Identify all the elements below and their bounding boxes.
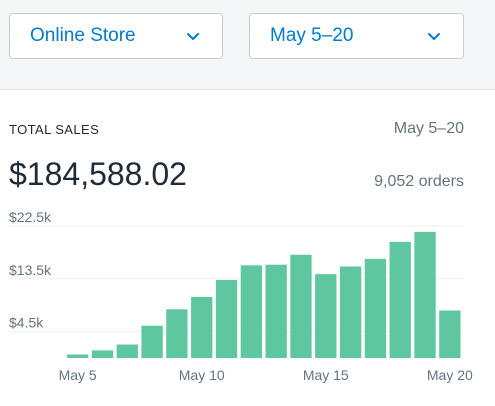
sales-bar (91, 350, 114, 358)
sales-bar (67, 354, 89, 358)
sales-bar (191, 296, 213, 358)
orders-count: 9,052 orders (374, 173, 464, 190)
x-tick-label: May 20 (427, 367, 473, 383)
card-title: TOTAL SALES (9, 122, 100, 137)
card-date-range: May 5–20 (393, 120, 464, 137)
x-tick-label: May 15 (303, 367, 349, 383)
chevron-down-icon (187, 33, 199, 40)
sales-bar (414, 231, 436, 358)
sales-bar (315, 274, 337, 358)
chevron-down-icon (428, 33, 440, 40)
filter-bar: Online Store May 5–20 (0, 0, 495, 88)
y-tick-label: $22.5k (9, 209, 52, 225)
sales-bar (240, 265, 262, 358)
sales-bar (389, 241, 411, 358)
total-sales-card: TOTAL SALES May 5–20 $184,588.02 9,052 o… (0, 89, 495, 406)
x-tick-label: May 10 (179, 367, 225, 383)
total-sales-value: $184,588.02 (9, 156, 187, 192)
sales-bar (166, 309, 188, 358)
sales-bar (116, 344, 138, 358)
sales-bar (215, 279, 238, 358)
sales-bar (141, 325, 163, 358)
sales-bar (364, 258, 387, 358)
store-select-label: Online Store (30, 25, 136, 46)
date-range-select[interactable]: May 5–20 (249, 13, 464, 59)
y-tick-label: $4.5k (9, 315, 44, 331)
sales-bar-chart: $4.5k $13.5k $22.5k May 5 May 10 May 15 May 20 (8, 209, 473, 383)
y-tick-label: $13.5k (9, 262, 52, 278)
sales-bar (439, 310, 461, 358)
store-select[interactable]: Online Store (9, 13, 223, 59)
sales-bar (339, 266, 362, 358)
sales-bar (265, 264, 287, 358)
date-range-select-label: May 5–20 (270, 25, 354, 46)
x-tick-label: May 5 (59, 367, 97, 383)
sales-bar (290, 254, 312, 358)
